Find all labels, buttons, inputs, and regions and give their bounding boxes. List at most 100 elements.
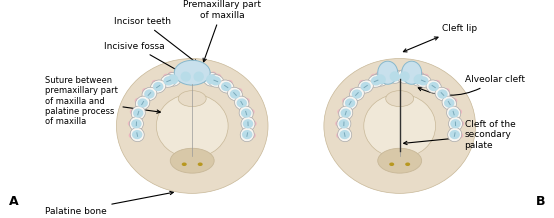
Text: A: A bbox=[9, 195, 18, 208]
Ellipse shape bbox=[234, 96, 249, 110]
Ellipse shape bbox=[243, 119, 253, 128]
Ellipse shape bbox=[338, 106, 353, 120]
Ellipse shape bbox=[362, 87, 438, 165]
Ellipse shape bbox=[397, 70, 413, 83]
Ellipse shape bbox=[449, 117, 463, 131]
Ellipse shape bbox=[191, 70, 207, 83]
Ellipse shape bbox=[153, 82, 163, 91]
Ellipse shape bbox=[337, 109, 346, 115]
Ellipse shape bbox=[368, 75, 384, 87]
Ellipse shape bbox=[168, 72, 175, 80]
Ellipse shape bbox=[178, 70, 194, 83]
Ellipse shape bbox=[405, 162, 410, 166]
Ellipse shape bbox=[411, 72, 427, 86]
Ellipse shape bbox=[163, 76, 174, 86]
Text: Palatine bone: Palatine bone bbox=[44, 191, 173, 216]
Ellipse shape bbox=[399, 71, 410, 82]
Ellipse shape bbox=[387, 70, 403, 83]
Ellipse shape bbox=[418, 76, 428, 86]
Ellipse shape bbox=[378, 61, 398, 84]
Ellipse shape bbox=[241, 109, 252, 118]
Ellipse shape bbox=[375, 72, 383, 80]
Ellipse shape bbox=[359, 80, 367, 87]
Ellipse shape bbox=[371, 76, 381, 86]
Ellipse shape bbox=[135, 98, 143, 104]
Ellipse shape bbox=[182, 162, 187, 166]
Ellipse shape bbox=[193, 72, 204, 82]
Ellipse shape bbox=[391, 68, 398, 77]
Ellipse shape bbox=[343, 96, 357, 110]
Ellipse shape bbox=[448, 128, 461, 142]
Ellipse shape bbox=[137, 98, 148, 108]
Ellipse shape bbox=[375, 74, 386, 84]
Ellipse shape bbox=[342, 98, 350, 104]
Ellipse shape bbox=[155, 87, 230, 165]
Ellipse shape bbox=[341, 109, 351, 118]
Ellipse shape bbox=[130, 109, 138, 115]
Ellipse shape bbox=[198, 162, 203, 166]
Text: Suture between
premaxillary part
of maxilla and
palatine process
of maxilla: Suture between premaxillary part of maxi… bbox=[44, 76, 160, 126]
Ellipse shape bbox=[181, 72, 191, 82]
Ellipse shape bbox=[182, 69, 189, 77]
Text: Incisor teeth: Incisor teeth bbox=[115, 17, 197, 63]
Text: Cleft of the
secondary
palate: Cleft of the secondary palate bbox=[404, 120, 515, 150]
Ellipse shape bbox=[350, 87, 365, 101]
Ellipse shape bbox=[161, 75, 176, 87]
Text: B: B bbox=[536, 195, 545, 208]
Ellipse shape bbox=[211, 76, 221, 86]
Ellipse shape bbox=[450, 119, 461, 128]
Ellipse shape bbox=[456, 120, 464, 127]
Ellipse shape bbox=[371, 74, 378, 81]
Ellipse shape bbox=[206, 74, 217, 84]
Ellipse shape bbox=[221, 82, 232, 91]
Ellipse shape bbox=[350, 88, 357, 95]
Ellipse shape bbox=[165, 72, 181, 86]
Ellipse shape bbox=[340, 130, 350, 139]
Wedge shape bbox=[116, 59, 268, 193]
Ellipse shape bbox=[358, 80, 373, 93]
Ellipse shape bbox=[442, 96, 456, 110]
Ellipse shape bbox=[208, 75, 224, 87]
Ellipse shape bbox=[132, 130, 142, 139]
Ellipse shape bbox=[242, 130, 253, 139]
Ellipse shape bbox=[449, 130, 460, 139]
Ellipse shape bbox=[389, 71, 400, 82]
Ellipse shape bbox=[433, 80, 440, 87]
Wedge shape bbox=[324, 59, 475, 193]
Ellipse shape bbox=[178, 91, 206, 107]
Text: Incisive fossa: Incisive fossa bbox=[105, 42, 194, 80]
Ellipse shape bbox=[428, 82, 439, 91]
Ellipse shape bbox=[130, 117, 143, 131]
Ellipse shape bbox=[435, 87, 450, 101]
Ellipse shape bbox=[239, 106, 253, 120]
Ellipse shape bbox=[228, 87, 243, 101]
Ellipse shape bbox=[142, 87, 157, 101]
Ellipse shape bbox=[234, 88, 243, 95]
Ellipse shape bbox=[336, 132, 345, 138]
Ellipse shape bbox=[338, 128, 352, 142]
Ellipse shape bbox=[152, 80, 160, 87]
Ellipse shape bbox=[209, 72, 217, 80]
Ellipse shape bbox=[401, 68, 408, 77]
Ellipse shape bbox=[413, 74, 424, 84]
Ellipse shape bbox=[168, 74, 178, 84]
Ellipse shape bbox=[219, 80, 234, 93]
Ellipse shape bbox=[402, 61, 422, 84]
Ellipse shape bbox=[240, 128, 254, 142]
Text: Cleft lip: Cleft lip bbox=[403, 24, 476, 52]
Ellipse shape bbox=[131, 106, 145, 120]
Ellipse shape bbox=[248, 120, 257, 127]
Ellipse shape bbox=[449, 98, 457, 104]
Ellipse shape bbox=[131, 119, 142, 128]
Text: Premaxillary part
of maxilla: Premaxillary part of maxilla bbox=[183, 0, 261, 62]
Ellipse shape bbox=[417, 72, 424, 80]
Ellipse shape bbox=[335, 120, 343, 127]
Ellipse shape bbox=[426, 80, 442, 93]
Ellipse shape bbox=[437, 89, 448, 99]
Text: Alveolar cleft: Alveolar cleft bbox=[418, 75, 525, 95]
Ellipse shape bbox=[129, 132, 137, 138]
Ellipse shape bbox=[361, 82, 371, 91]
Ellipse shape bbox=[386, 91, 414, 107]
Ellipse shape bbox=[444, 98, 454, 108]
Ellipse shape bbox=[416, 75, 431, 87]
